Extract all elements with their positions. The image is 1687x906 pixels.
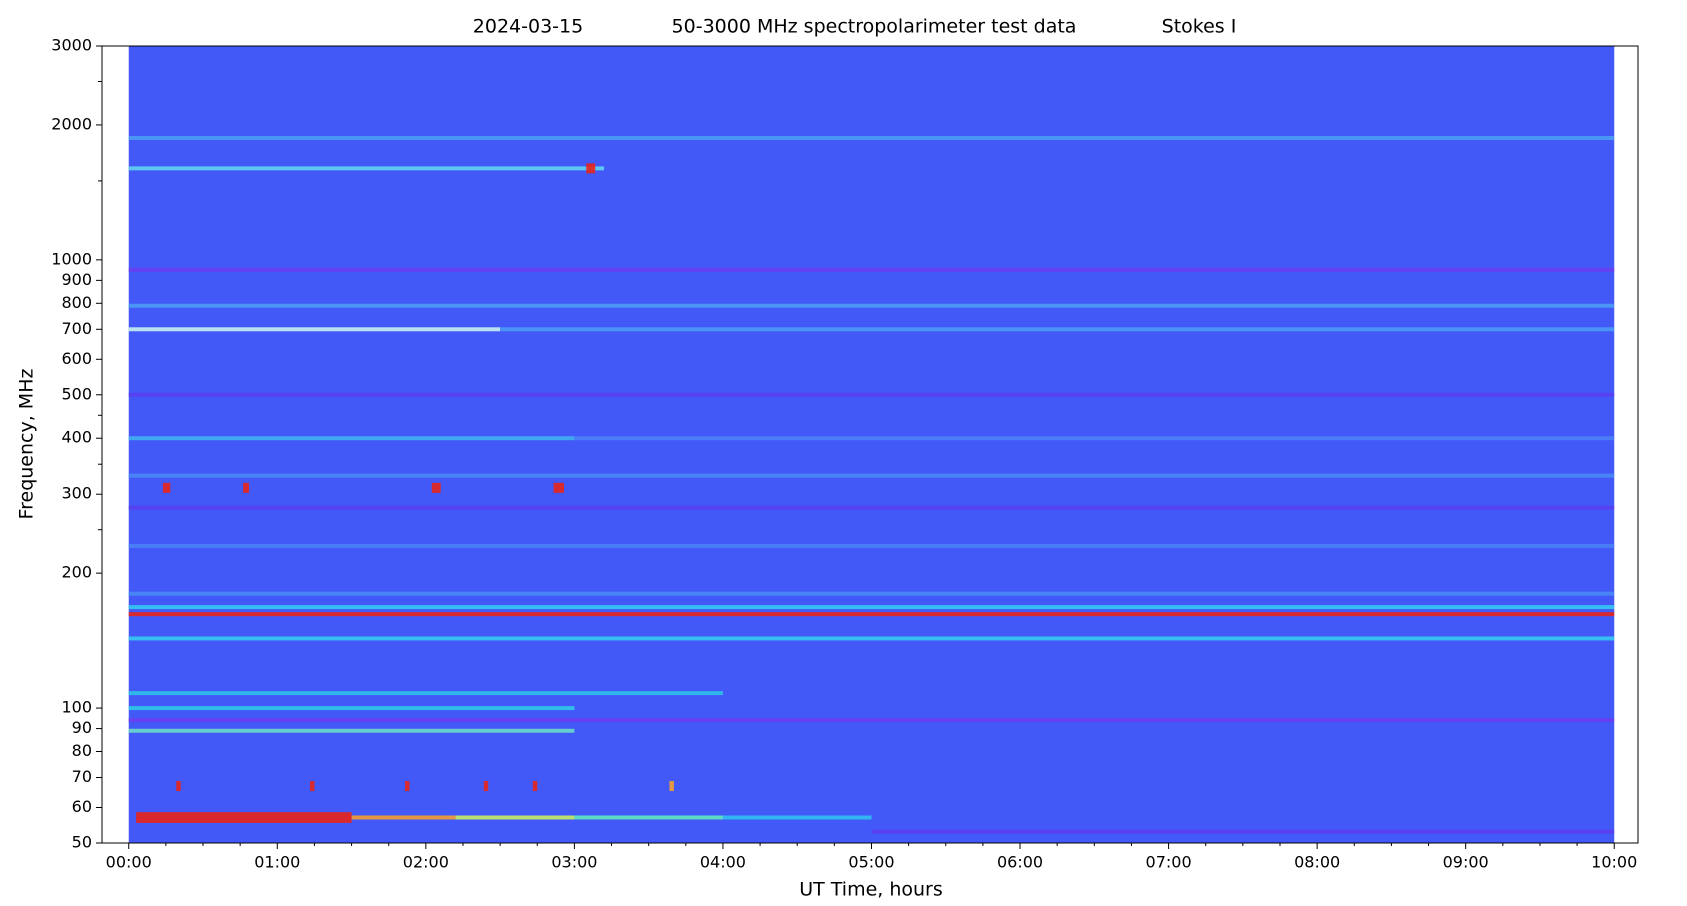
spectral-feature — [500, 327, 1615, 332]
spectral-feature — [128, 605, 1615, 610]
chart-title: 2024-03-15 — [473, 16, 583, 38]
spectral-feature — [351, 815, 456, 820]
x-tick-label: 06:00 — [997, 853, 1043, 872]
y-tick-label: 50 — [72, 833, 92, 852]
x-tick-label: 09:00 — [1443, 853, 1489, 872]
spectral-feature — [243, 482, 250, 493]
y-tick-label: 700 — [61, 319, 92, 338]
spectral-feature — [586, 163, 596, 174]
spectral-feature — [722, 815, 872, 820]
y-tick-label: 2000 — [51, 114, 92, 133]
spectral-feature — [176, 781, 181, 792]
x-tick-label: 04:00 — [700, 853, 746, 872]
spectral-feature — [128, 718, 1615, 723]
spectral-feature — [128, 591, 1615, 596]
spectral-feature — [128, 505, 1615, 510]
x-tick-label: 08:00 — [1294, 853, 1340, 872]
y-tick-label: 300 — [61, 484, 92, 503]
spectral-feature — [128, 166, 605, 171]
spectral-feature — [128, 636, 1615, 641]
y-tick-label: 600 — [61, 349, 92, 368]
y-tick-label: 100 — [61, 698, 92, 717]
plot-frame — [101, 45, 1639, 844]
spectral-feature — [128, 543, 1615, 548]
chart-annotation: Stokes I — [1162, 16, 1237, 38]
x-tick-label: 10:00 — [1591, 853, 1637, 872]
x-tick-label: 03:00 — [551, 853, 597, 872]
spectral-feature — [162, 482, 171, 493]
y-tick-label: 90 — [72, 718, 92, 737]
spectral-feature — [136, 818, 352, 823]
spectral-feature — [574, 815, 723, 820]
y-tick-label: 200 — [61, 563, 92, 582]
spectral-feature — [431, 482, 441, 493]
x-axis-label: UT Time, hours — [799, 879, 943, 901]
spectral-feature — [309, 781, 315, 792]
spectral-feature — [128, 728, 575, 733]
spectral-feature — [128, 436, 575, 441]
spectral-feature — [128, 136, 1615, 141]
y-tick-label: 500 — [61, 384, 92, 403]
spectral-feature — [669, 781, 674, 792]
x-tick-label: 01:00 — [254, 853, 300, 872]
spectral-feature — [128, 691, 723, 696]
y-tick-label: 3000 — [51, 36, 92, 55]
y-tick-label: 800 — [61, 293, 92, 312]
spectral-feature — [128, 327, 501, 332]
y-tick-label: 900 — [61, 270, 92, 289]
spectral-feature — [128, 473, 1615, 478]
x-tick-label: 07:00 — [1146, 853, 1192, 872]
spectral-feature — [128, 612, 1615, 617]
y-tick-label: 60 — [72, 797, 92, 816]
spectral-feature — [136, 812, 352, 817]
spectral-feature — [553, 482, 564, 493]
spectral-feature — [128, 392, 1615, 397]
chart-subtitle: 50-3000 MHz spectropolarimeter test data — [672, 16, 1077, 38]
y-tick-label: 1000 — [51, 249, 92, 268]
spectral-feature — [871, 829, 1615, 834]
spectral-feature — [405, 781, 410, 792]
spectral-feature — [136, 815, 352, 820]
spectral-feature — [574, 436, 1615, 441]
y-tick-label: 400 — [61, 428, 92, 447]
y-axis-label: Frequency, MHz — [16, 369, 38, 520]
spectral-feature — [455, 815, 575, 820]
x-tick-label: 05:00 — [848, 853, 894, 872]
spectral-feature — [532, 781, 538, 792]
spectral-feature — [483, 781, 489, 792]
y-tick-label: 80 — [72, 741, 92, 760]
x-tick-label: 02:00 — [403, 853, 449, 872]
y-tick-label: 70 — [72, 767, 92, 786]
spectral-feature — [128, 267, 1615, 272]
x-tick-label: 00:00 — [106, 853, 152, 872]
spectral-feature — [128, 303, 1615, 308]
spectral-feature — [128, 706, 575, 711]
spectrogram-background — [128, 46, 1615, 843]
